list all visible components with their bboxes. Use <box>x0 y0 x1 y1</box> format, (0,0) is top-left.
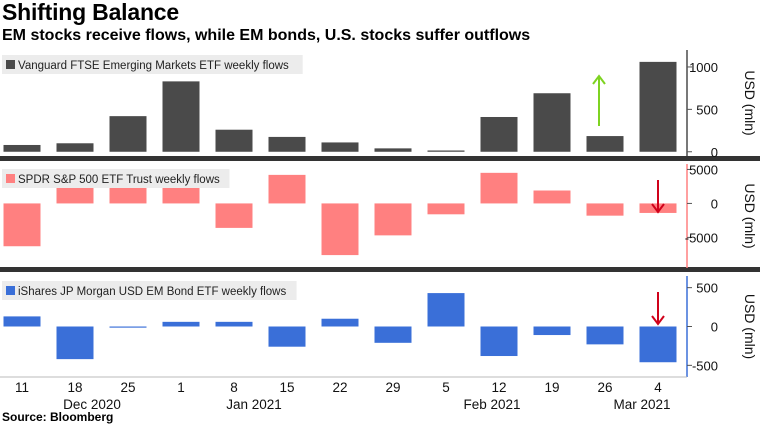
y-tick-label: 5000 <box>689 162 718 177</box>
bar <box>321 203 359 256</box>
x-tick-label: 22 <box>332 380 347 395</box>
bar <box>374 148 412 152</box>
up-arrow-icon <box>592 74 606 85</box>
x-tick-label: 8 <box>230 380 238 395</box>
source-note: Source: Bloomberg <box>2 410 114 424</box>
chart-subtitle: EM stocks receive flows, while EM bonds,… <box>2 27 531 44</box>
legend-label: Vanguard FTSE Emerging Markets ETF weekl… <box>18 60 289 72</box>
bar <box>162 321 200 327</box>
x-month-label: Jan 2021 <box>226 397 282 412</box>
y-axis-title: USD (mln) <box>742 294 758 359</box>
x-tick-label: 1 <box>177 380 185 395</box>
bar <box>162 81 200 152</box>
bar <box>268 136 306 152</box>
x-tick-label: 19 <box>544 380 559 395</box>
x-tick-label: 5 <box>442 380 450 395</box>
bar <box>427 293 465 327</box>
bar <box>533 190 571 204</box>
legend-box <box>2 169 230 188</box>
bar <box>215 203 253 228</box>
y-tick-label: 0 <box>711 145 718 160</box>
down-arrow-icon <box>651 203 665 214</box>
bar <box>427 150 465 152</box>
bar <box>639 326 677 363</box>
bar <box>3 316 41 327</box>
y-tick-label: 500 <box>696 102 718 117</box>
legend-box <box>2 281 297 300</box>
y-tick-label: -5000 <box>685 230 718 245</box>
legend-swatch <box>6 60 15 69</box>
bar <box>586 326 624 345</box>
x-month-label: Feb 2021 <box>463 397 520 412</box>
y-axis-title: USD (mln) <box>742 70 758 135</box>
legend-box <box>2 55 303 74</box>
y-tick-label: 500 <box>696 281 718 296</box>
y-tick-label: -500 <box>692 358 718 373</box>
bar <box>109 326 147 328</box>
y-tick-label: 0 <box>711 320 718 335</box>
x-tick-label: 18 <box>67 380 82 395</box>
x-month-label: Dec 2020 <box>63 397 121 412</box>
bar <box>586 203 624 216</box>
bar <box>586 136 624 152</box>
bar <box>56 326 94 360</box>
y-axis-title: USD (mln) <box>742 183 758 248</box>
bar <box>3 203 41 247</box>
bar <box>268 174 306 204</box>
bar <box>215 321 253 327</box>
bar <box>162 184 200 204</box>
x-month-label: Mar 2021 <box>613 397 670 412</box>
bar <box>56 185 94 204</box>
bar <box>321 318 359 327</box>
x-tick-label: 11 <box>15 380 29 395</box>
bar <box>268 326 306 347</box>
x-tick-label: 26 <box>597 380 612 395</box>
panel-separator <box>0 267 760 272</box>
x-tick-label: 12 <box>491 380 506 395</box>
bar <box>374 203 412 236</box>
x-tick-label: 25 <box>120 380 135 395</box>
bar <box>480 116 518 152</box>
bar <box>374 326 412 343</box>
bar <box>321 142 359 152</box>
bar <box>639 61 677 152</box>
bar <box>480 172 518 204</box>
y-tick-label: 1000 <box>689 60 718 75</box>
bar <box>533 93 571 152</box>
down-arrow-icon <box>651 315 665 326</box>
bar <box>109 116 147 152</box>
panel-separator <box>0 156 760 161</box>
legend-swatch <box>6 174 15 183</box>
legend-label: SPDR S&P 500 ETF Trust weekly flows <box>18 174 220 186</box>
x-tick-label: 4 <box>654 380 662 395</box>
chart-title: Shifting Balance <box>2 0 179 25</box>
legend-swatch <box>6 286 15 295</box>
x-tick-label: 15 <box>279 380 294 395</box>
x-tick-label: 29 <box>385 380 400 395</box>
bar <box>480 326 518 357</box>
bar <box>533 326 571 336</box>
bar <box>56 143 94 152</box>
bar <box>427 203 465 215</box>
legend-label: iShares JP Morgan USD EM Bond ETF weekly… <box>18 286 286 298</box>
bar <box>215 129 253 152</box>
y-tick-label: 0 <box>711 196 718 211</box>
bar <box>3 144 41 152</box>
